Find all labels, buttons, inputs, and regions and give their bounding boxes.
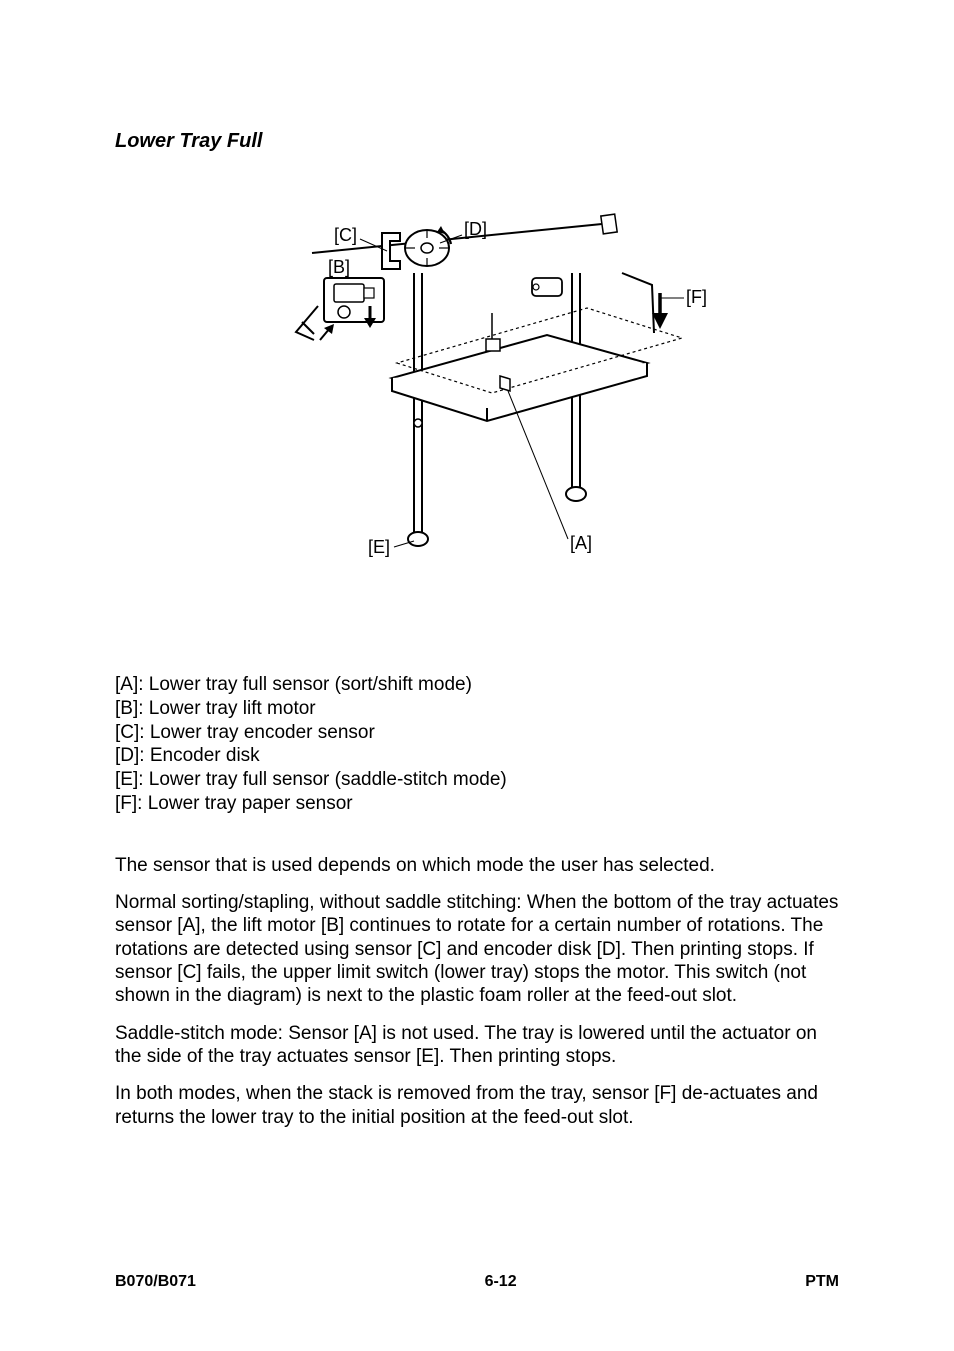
legend-list: [A]: Lower tray full sensor (sort/shift … <box>115 673 839 816</box>
diagram-label-c: [C] <box>334 225 357 245</box>
legend-item: [B]: Lower tray lift motor <box>115 697 839 721</box>
diagram-label-b: [B] <box>328 257 350 277</box>
diagram-label-f: [F] <box>686 287 707 307</box>
body-paragraph: The sensor that is used depends on which… <box>115 854 839 877</box>
diagram-container: [C] [D] [B] [F] [A] [E] <box>115 213 839 593</box>
footer-left: B070/B071 <box>115 1273 196 1291</box>
diagram-label-d: [D] <box>464 219 487 239</box>
legend-item: [F]: Lower tray paper sensor <box>115 792 839 816</box>
legend-item: [E]: Lower tray full sensor (saddle-stit… <box>115 768 839 792</box>
page-footer: B070/B071 6-12 PTM <box>115 1273 839 1291</box>
body-paragraph: Normal sorting/stapling, without saddle … <box>115 891 839 1008</box>
diagram-label-a: [A] <box>570 533 592 553</box>
footer-center: 6-12 <box>485 1273 517 1291</box>
diagram-label-e: [E] <box>368 537 390 557</box>
body-paragraph: Saddle-stitch mode: Sensor [A] is not us… <box>115 1022 839 1069</box>
legend-item: [A]: Lower tray full sensor (sort/shift … <box>115 673 839 697</box>
body-paragraph: In both modes, when the stack is removed… <box>115 1082 839 1129</box>
legend-item: [C]: Lower tray encoder sensor <box>115 721 839 745</box>
legend-item: [D]: Encoder disk <box>115 744 839 768</box>
footer-right: PTM <box>805 1273 839 1291</box>
section-title: Lower Tray Full <box>115 130 839 153</box>
lower-tray-diagram: [C] [D] [B] [F] [A] [E] <box>242 213 712 593</box>
